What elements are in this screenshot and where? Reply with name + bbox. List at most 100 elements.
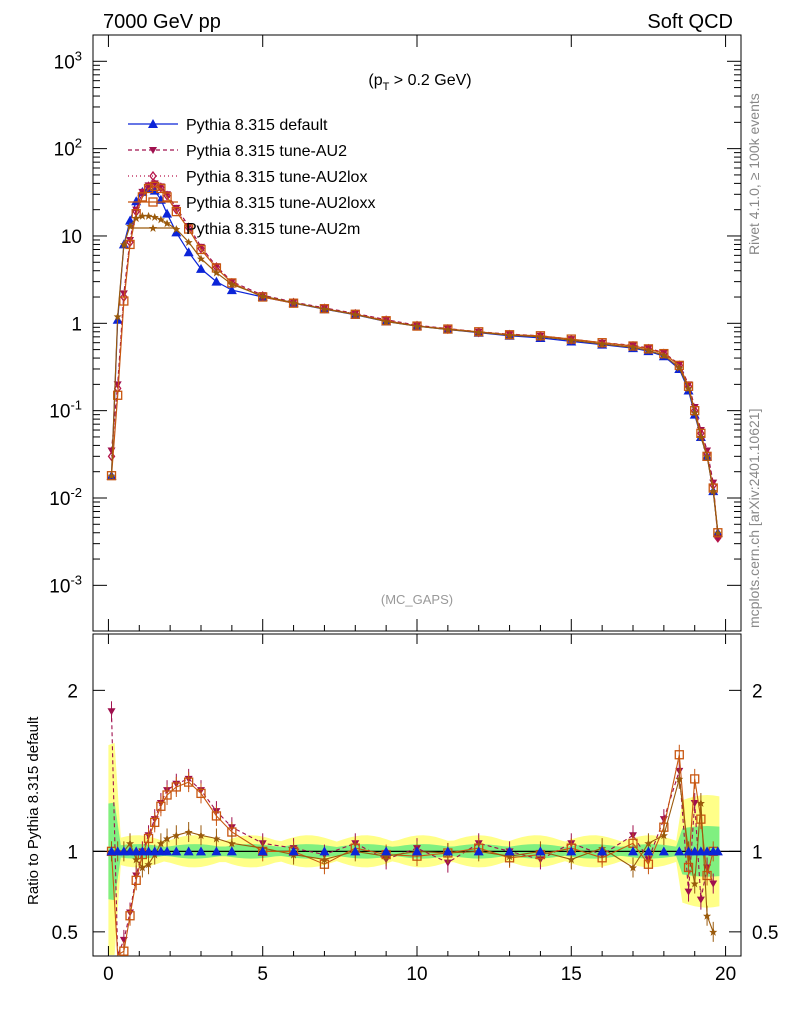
y-tick-label: 103: [54, 48, 82, 73]
ratio-default-point: [643, 846, 654, 856]
rivet-version-label: Rivet 4.1.0, ≥ 100k events: [746, 93, 762, 255]
ratio-point: [156, 839, 165, 848]
data-point: [132, 214, 141, 223]
data-point: [351, 310, 360, 319]
ratio-default-point: [712, 846, 723, 856]
data-point: [196, 263, 206, 273]
ratio-point: [163, 834, 172, 843]
data-point: [505, 331, 514, 340]
data-point: [144, 211, 153, 220]
ratio-default-point: [442, 846, 453, 856]
ratio-default-point: [628, 846, 638, 856]
data-point: [163, 219, 172, 228]
data-point: [227, 280, 236, 289]
legend-label: Pythia 8.315 default: [186, 117, 328, 134]
ratio-default-point: [412, 846, 422, 856]
data-point: [709, 487, 718, 496]
ratio-point: [690, 774, 700, 784]
ratio-line: [110, 754, 714, 956]
ratio-point: [150, 817, 160, 828]
data-point: [227, 278, 237, 288]
legend-entry: Pythia 8.315 tune-AU2lox: [128, 169, 367, 186]
ratio-point: [683, 862, 694, 873]
ratio-point: [684, 888, 693, 896]
data-point: [703, 452, 712, 461]
ratio-point: [443, 859, 452, 867]
ratio-default-point: [288, 846, 299, 856]
legend-marker: [149, 224, 157, 232]
ratio-point: [212, 834, 221, 843]
data-point: [196, 244, 206, 255]
data-point: [172, 225, 181, 234]
data-point: [597, 338, 607, 348]
ratio-point: [674, 750, 684, 760]
series-4: [107, 211, 722, 537]
ratio-default-point: [319, 846, 330, 856]
ratio-tick-label-right: 2: [752, 681, 763, 702]
data-point: [171, 227, 182, 237]
ratio-default-points: [106, 846, 723, 856]
data-point: [696, 432, 705, 441]
ratio-point: [144, 860, 153, 869]
data-point: [289, 298, 298, 307]
data-point: [107, 471, 116, 480]
data-point: [156, 215, 165, 224]
data-point: [628, 341, 638, 351]
data-point: [629, 343, 637, 352]
ratio-point: [197, 831, 205, 840]
data-point: [119, 240, 128, 249]
ratio-point: [125, 911, 135, 921]
ratio-point: [644, 839, 653, 848]
ratio-default-point: [566, 846, 577, 856]
ratio-default-point: [674, 846, 685, 856]
data-point: [443, 325, 452, 334]
x-tick-label: 5: [257, 964, 268, 985]
data-point: [113, 312, 122, 321]
ratio-point: [211, 811, 222, 821]
data-point: [138, 211, 147, 220]
ratio-point: [132, 855, 141, 864]
ratio-default-point: [381, 846, 392, 856]
header-left: 7000 GeV pp: [103, 11, 221, 33]
data-point: [684, 384, 693, 393]
data-point: [567, 336, 576, 345]
y-tick-label: 10-2: [49, 485, 82, 510]
ratio-point: [126, 839, 135, 848]
ratio-default-point: [162, 846, 173, 856]
data-point: [659, 351, 668, 360]
chart-title: (pT > 0.2 GeV): [368, 72, 471, 93]
data-point: [643, 344, 654, 354]
ratio-point: [196, 788, 206, 799]
ratio-series-group: [106, 701, 723, 956]
ratio-point: [382, 852, 391, 861]
data-point: [644, 346, 653, 355]
y-tick-label: 10-3: [49, 572, 82, 597]
data-point: [113, 390, 123, 400]
legend-marker: [148, 197, 158, 207]
legend-label: Pythia 8.315 tune-AU2loxx: [186, 195, 375, 212]
ratio-line: [110, 711, 714, 956]
ratio-tick-label-right: 0.5: [752, 923, 778, 944]
data-point: [150, 179, 159, 190]
x-tick-label: 20: [715, 964, 736, 985]
legend: Pythia 8.315 default Pythia 8.315 tune-AU…: [128, 117, 375, 238]
axis-ticks: 0 5 10 15 20 10-3 10-2 10-1 1 10 102 103 0.5 0.5 1 1 2 2: [49, 34, 778, 985]
analysis-annotation: (MC_GAPS): [381, 592, 453, 607]
y-tick-label: 102: [54, 136, 82, 161]
ratio-point: [629, 863, 637, 872]
ratio-point: [567, 855, 576, 864]
data-point: [150, 212, 159, 221]
ratio-point: [119, 946, 129, 956]
data-point: [150, 181, 160, 191]
ratio-point: [709, 927, 718, 936]
legend-label: Pythia 8.315 tune-AU2m: [186, 221, 360, 238]
y-tick-label: 10-1: [49, 398, 82, 423]
data-point: [137, 192, 148, 202]
ratio-point: [172, 831, 181, 840]
ratio-default-point: [597, 846, 608, 856]
legend-label: Pythia 8.315 tune-AU2: [186, 143, 347, 160]
ratio-tick-label: 1: [67, 842, 78, 863]
x-tick-label: 15: [561, 964, 582, 985]
ratio-point: [643, 859, 654, 869]
